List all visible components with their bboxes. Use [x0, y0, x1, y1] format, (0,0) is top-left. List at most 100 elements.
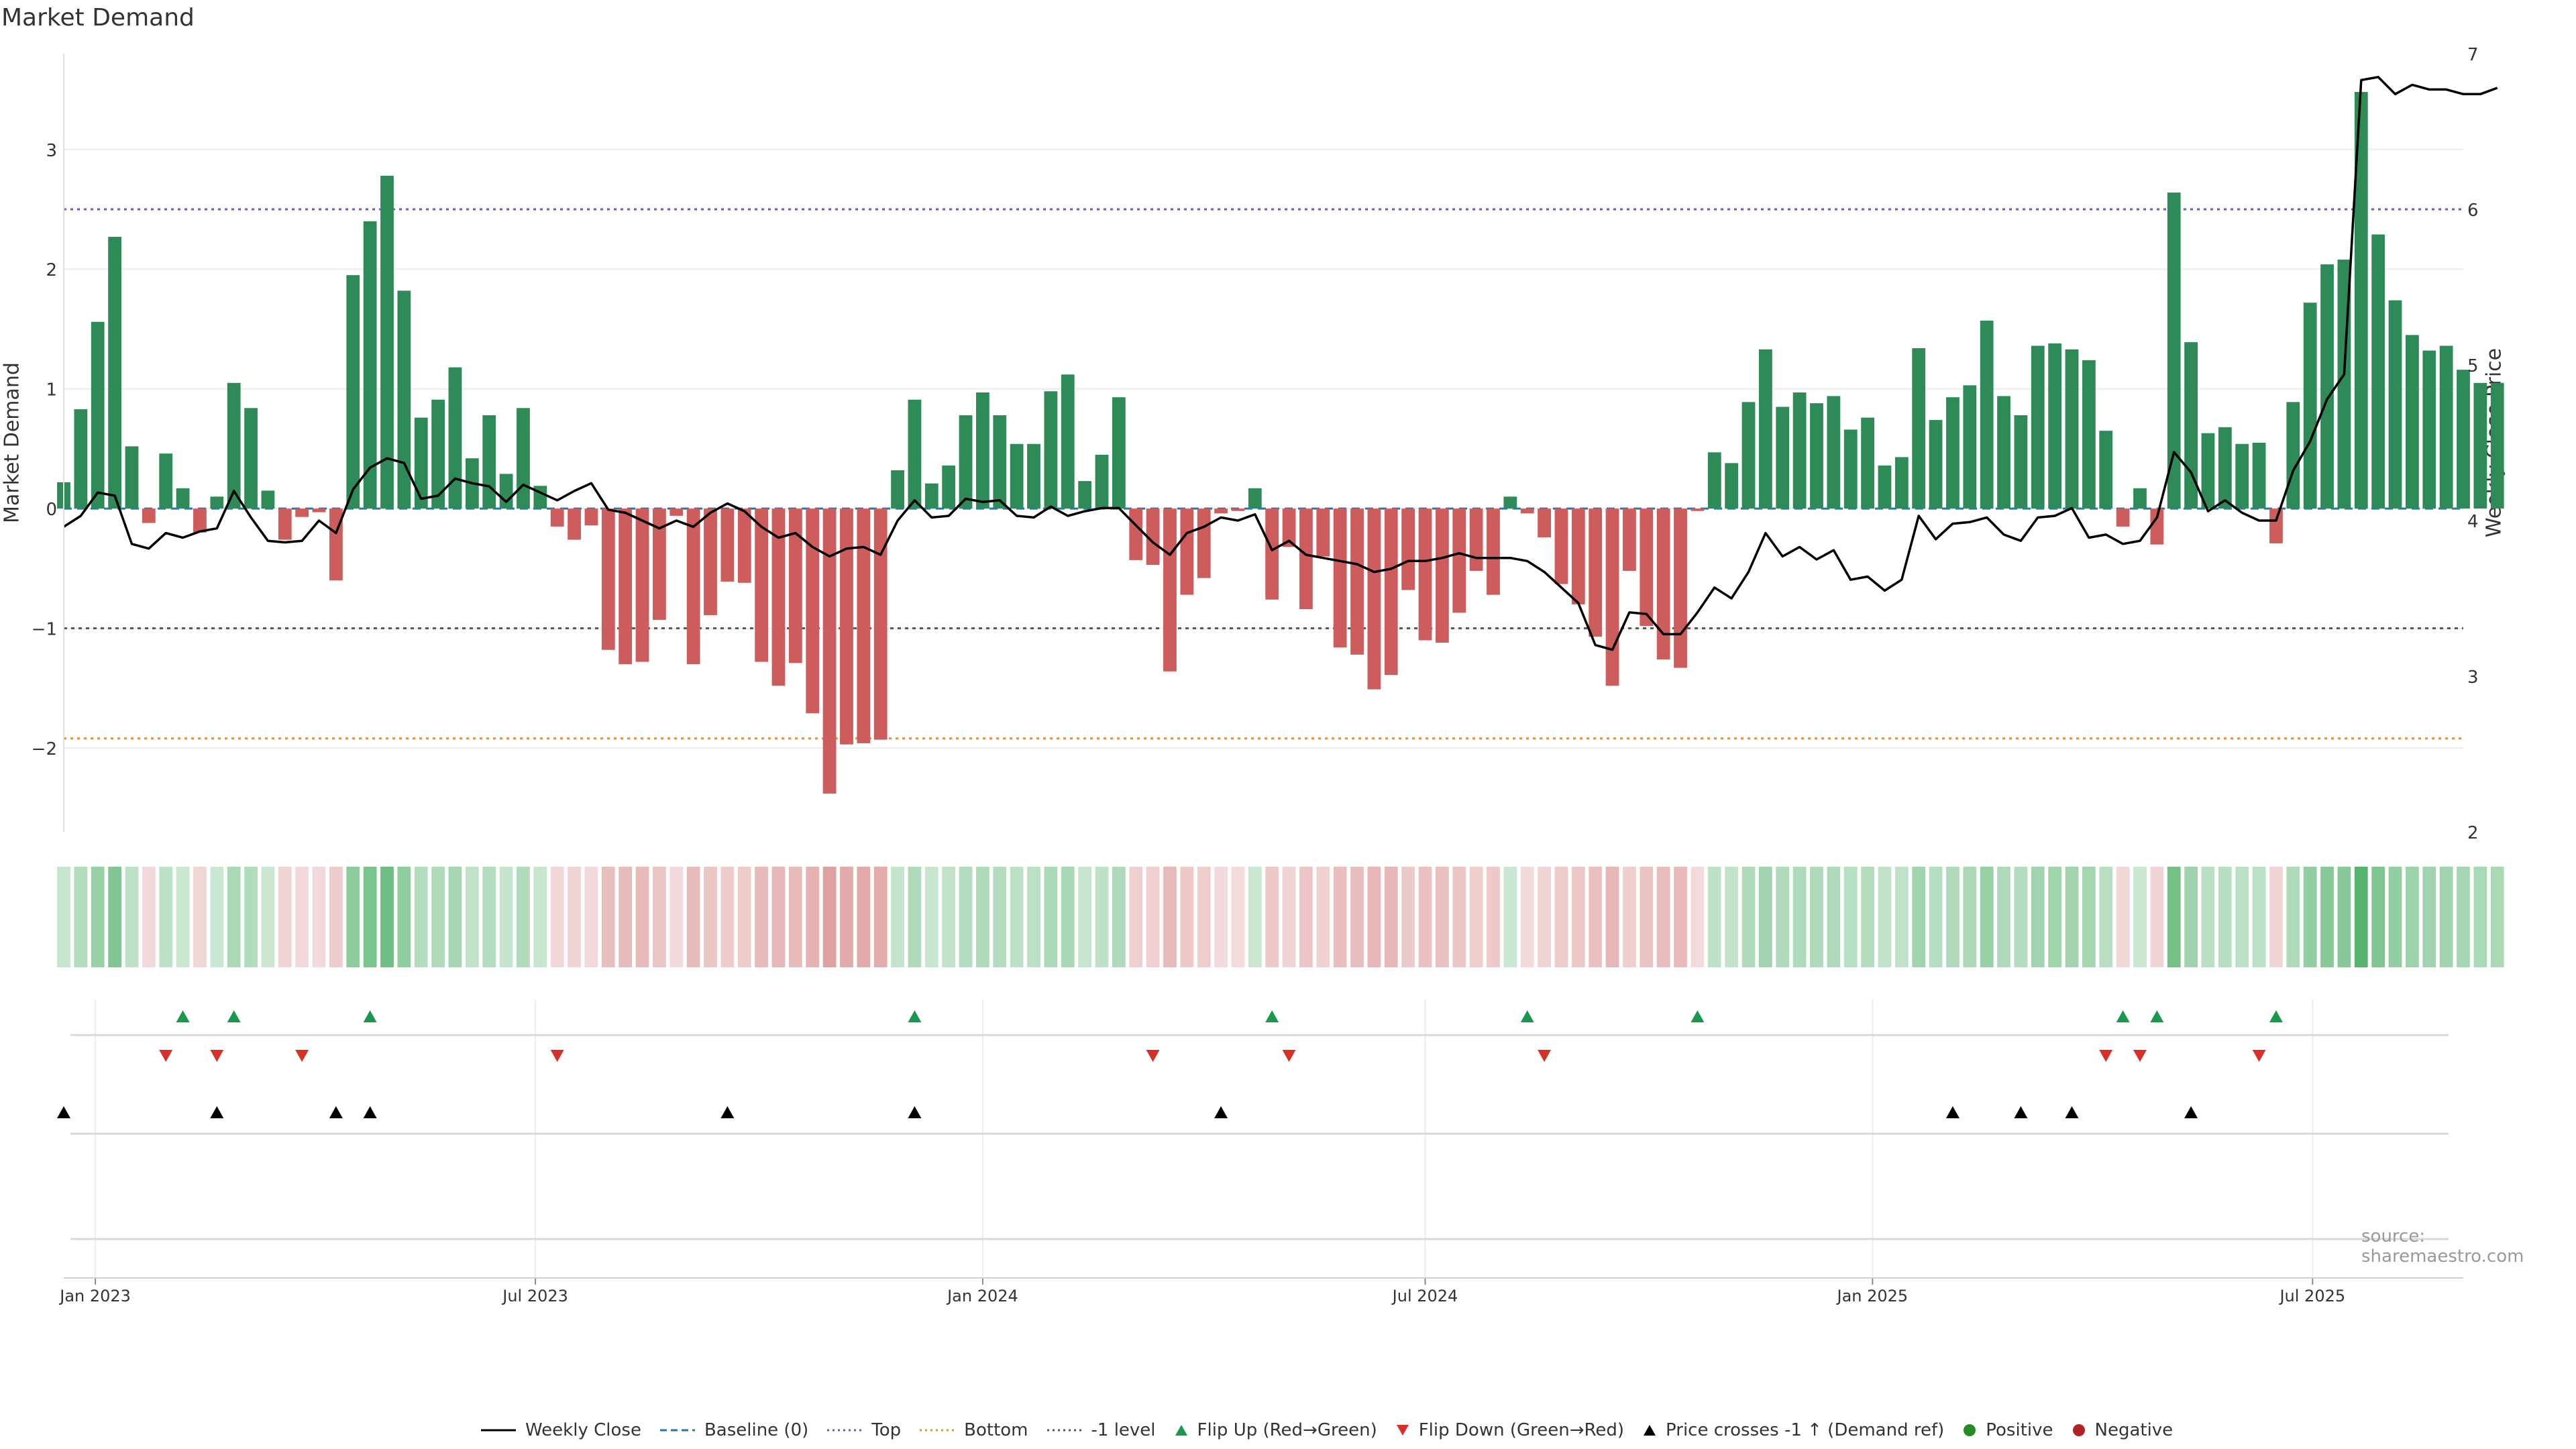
- heat-cell: [2014, 867, 2028, 967]
- heat-cell: [2439, 867, 2453, 967]
- heat-cell: [704, 867, 717, 967]
- legend-swatch-line-dotted: [826, 1424, 863, 1437]
- heat-cell: [159, 867, 173, 967]
- price-cross-marker: [57, 1106, 70, 1118]
- heat-cell: [1418, 867, 1432, 967]
- heat-cell: [2082, 867, 2096, 967]
- flip-up-marker: [1520, 1010, 1534, 1022]
- legend-item: -1 level: [1046, 1420, 1156, 1440]
- legend-label: Positive: [1986, 1420, 2053, 1440]
- heat-cell: [2473, 867, 2487, 967]
- y-tick-label: −1: [32, 620, 57, 640]
- legend-item: Weekly Close: [480, 1420, 641, 1440]
- heat-cell: [1707, 867, 1721, 967]
- legend-item: Flip Up (Red→Green): [1173, 1420, 1377, 1440]
- flip-down-marker: [159, 1050, 173, 1062]
- demand-bar: [1605, 508, 1619, 686]
- weekly-close-line: [63, 76, 2498, 651]
- demand-bar: [2405, 335, 2419, 509]
- demand-bar: [108, 237, 122, 509]
- heat-cell: [2457, 867, 2470, 967]
- x-tick-label: Jul 2023: [501, 1287, 568, 1305]
- demand-bar: [414, 417, 428, 509]
- demand-bar: [635, 508, 649, 662]
- heat-cell: [1623, 867, 1636, 967]
- chart-title: Market Demand: [1, 4, 195, 32]
- price-cross-marker: [363, 1106, 377, 1118]
- legend-item: Positive: [1962, 1420, 2053, 1440]
- demand-bar: [1538, 508, 1551, 537]
- demand-bar: [2133, 488, 2147, 509]
- price-cross-marker: [720, 1106, 735, 1118]
- demand-bar: [1435, 508, 1449, 643]
- demand-bar: [1214, 508, 1228, 514]
- heat-cell: [414, 867, 428, 967]
- demand-bar: [1912, 348, 1926, 509]
- legend-label: Weekly Close: [525, 1420, 641, 1440]
- heat-cell: [2099, 867, 2113, 967]
- heat-cell: [1503, 867, 1517, 967]
- heat-cell: [533, 867, 547, 967]
- heat-cell: [720, 867, 735, 967]
- demand-bar: [1571, 508, 1585, 604]
- y-right-tick-label: 7: [2467, 45, 2479, 65]
- heat-cell: [1384, 867, 1398, 967]
- heat-cell: [295, 867, 309, 967]
- demand-bar: [2439, 345, 2453, 509]
- heat-cell: [91, 867, 105, 967]
- demand-bar: [1112, 397, 1126, 509]
- heat-cell: [2167, 867, 2181, 967]
- legend-label: Top: [871, 1420, 902, 1440]
- legend-label: Baseline (0): [704, 1420, 809, 1440]
- legend-item: Top: [826, 1420, 901, 1440]
- heat-cell: [1963, 867, 1977, 967]
- heat-cell: [1487, 867, 1500, 967]
- heat-cell: [2235, 867, 2249, 967]
- demand-bar: [686, 508, 700, 665]
- heat-cell: [993, 867, 1007, 967]
- demand-bar: [1894, 457, 1909, 509]
- legend-item: Bottom: [918, 1420, 1028, 1440]
- y-right-tick-label: 2: [2467, 823, 2479, 843]
- demand-bar: [295, 508, 309, 517]
- demand-bar: [2320, 264, 2334, 509]
- heat-cell: [1843, 867, 1858, 967]
- demand-bar: [2422, 350, 2436, 509]
- heat-cell: [380, 867, 394, 967]
- demand-bar: [278, 508, 292, 540]
- heat-cell: [1690, 867, 1705, 967]
- legend-item: Flip Down (Green→Red): [1395, 1420, 1624, 1440]
- demand-bar: [2388, 300, 2402, 509]
- heat-cell: [312, 867, 326, 967]
- demand-bar: [1469, 508, 1483, 571]
- legend-swatch-dot: [2071, 1424, 2087, 1437]
- heat-cell: [635, 867, 649, 967]
- heat-cell: [2320, 867, 2334, 967]
- demand-bar: [2490, 382, 2504, 509]
- heat-cell: [57, 867, 70, 967]
- demand-bar: [2167, 193, 2181, 509]
- heat-cell: [2405, 867, 2419, 967]
- heat-cell: [142, 867, 156, 967]
- heat-cell: [1027, 867, 1040, 967]
- heat-cell: [176, 867, 190, 967]
- heat-cell: [2201, 867, 2215, 967]
- demand-bar: [517, 408, 530, 509]
- y-right-tick-label: 6: [2467, 201, 2479, 221]
- demand-bar: [1503, 496, 1517, 509]
- heat-cell: [1946, 867, 1960, 967]
- demand-bar: [1623, 508, 1636, 571]
- demand-bar: [346, 275, 360, 509]
- heat-cell: [2150, 867, 2164, 967]
- demand-bar: [822, 508, 837, 794]
- legend-item: Baseline (0): [659, 1420, 808, 1440]
- heat-cell: [2031, 867, 2045, 967]
- heat-cell: [108, 867, 122, 967]
- demand-bar: [1878, 465, 1892, 509]
- demand-bar: [2031, 345, 2045, 509]
- heat-cell: [2133, 867, 2147, 967]
- price-cross-marker: [329, 1106, 343, 1118]
- heat-cell: [924, 867, 938, 967]
- heat-cell: [448, 867, 462, 967]
